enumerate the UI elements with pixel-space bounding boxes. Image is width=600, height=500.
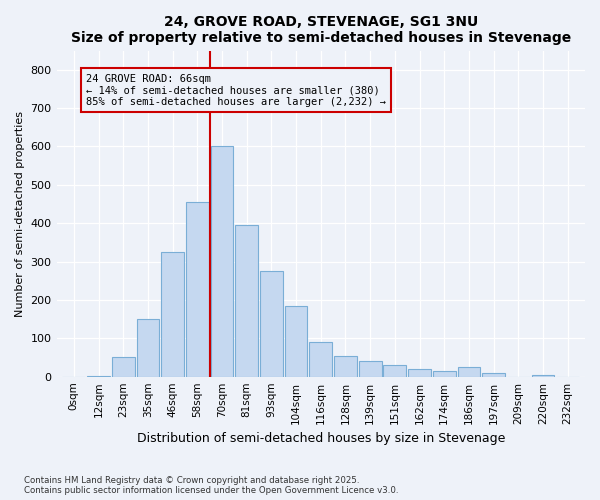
Bar [408,369,431,376]
Bar [235,225,258,376]
Bar [112,358,134,376]
Bar [433,371,455,376]
Bar [359,362,382,376]
Bar [458,367,480,376]
Bar [137,319,159,376]
Title: 24, GROVE ROAD, STEVENAGE, SG1 3NU
Size of property relative to semi-detached ho: 24, GROVE ROAD, STEVENAGE, SG1 3NU Size … [71,15,571,45]
X-axis label: Distribution of semi-detached houses by size in Stevenage: Distribution of semi-detached houses by … [137,432,505,445]
Y-axis label: Number of semi-detached properties: Number of semi-detached properties [15,110,25,316]
Bar [482,373,505,376]
Bar [161,252,184,376]
Bar [532,375,554,376]
Bar [383,365,406,376]
Bar [310,342,332,376]
Bar [334,356,357,376]
Bar [211,146,233,376]
Bar [260,271,283,376]
Bar [186,202,209,376]
Bar [285,306,307,376]
Text: Contains HM Land Registry data © Crown copyright and database right 2025.
Contai: Contains HM Land Registry data © Crown c… [24,476,398,495]
Text: 24 GROVE ROAD: 66sqm
← 14% of semi-detached houses are smaller (380)
85% of semi: 24 GROVE ROAD: 66sqm ← 14% of semi-detac… [86,74,386,107]
